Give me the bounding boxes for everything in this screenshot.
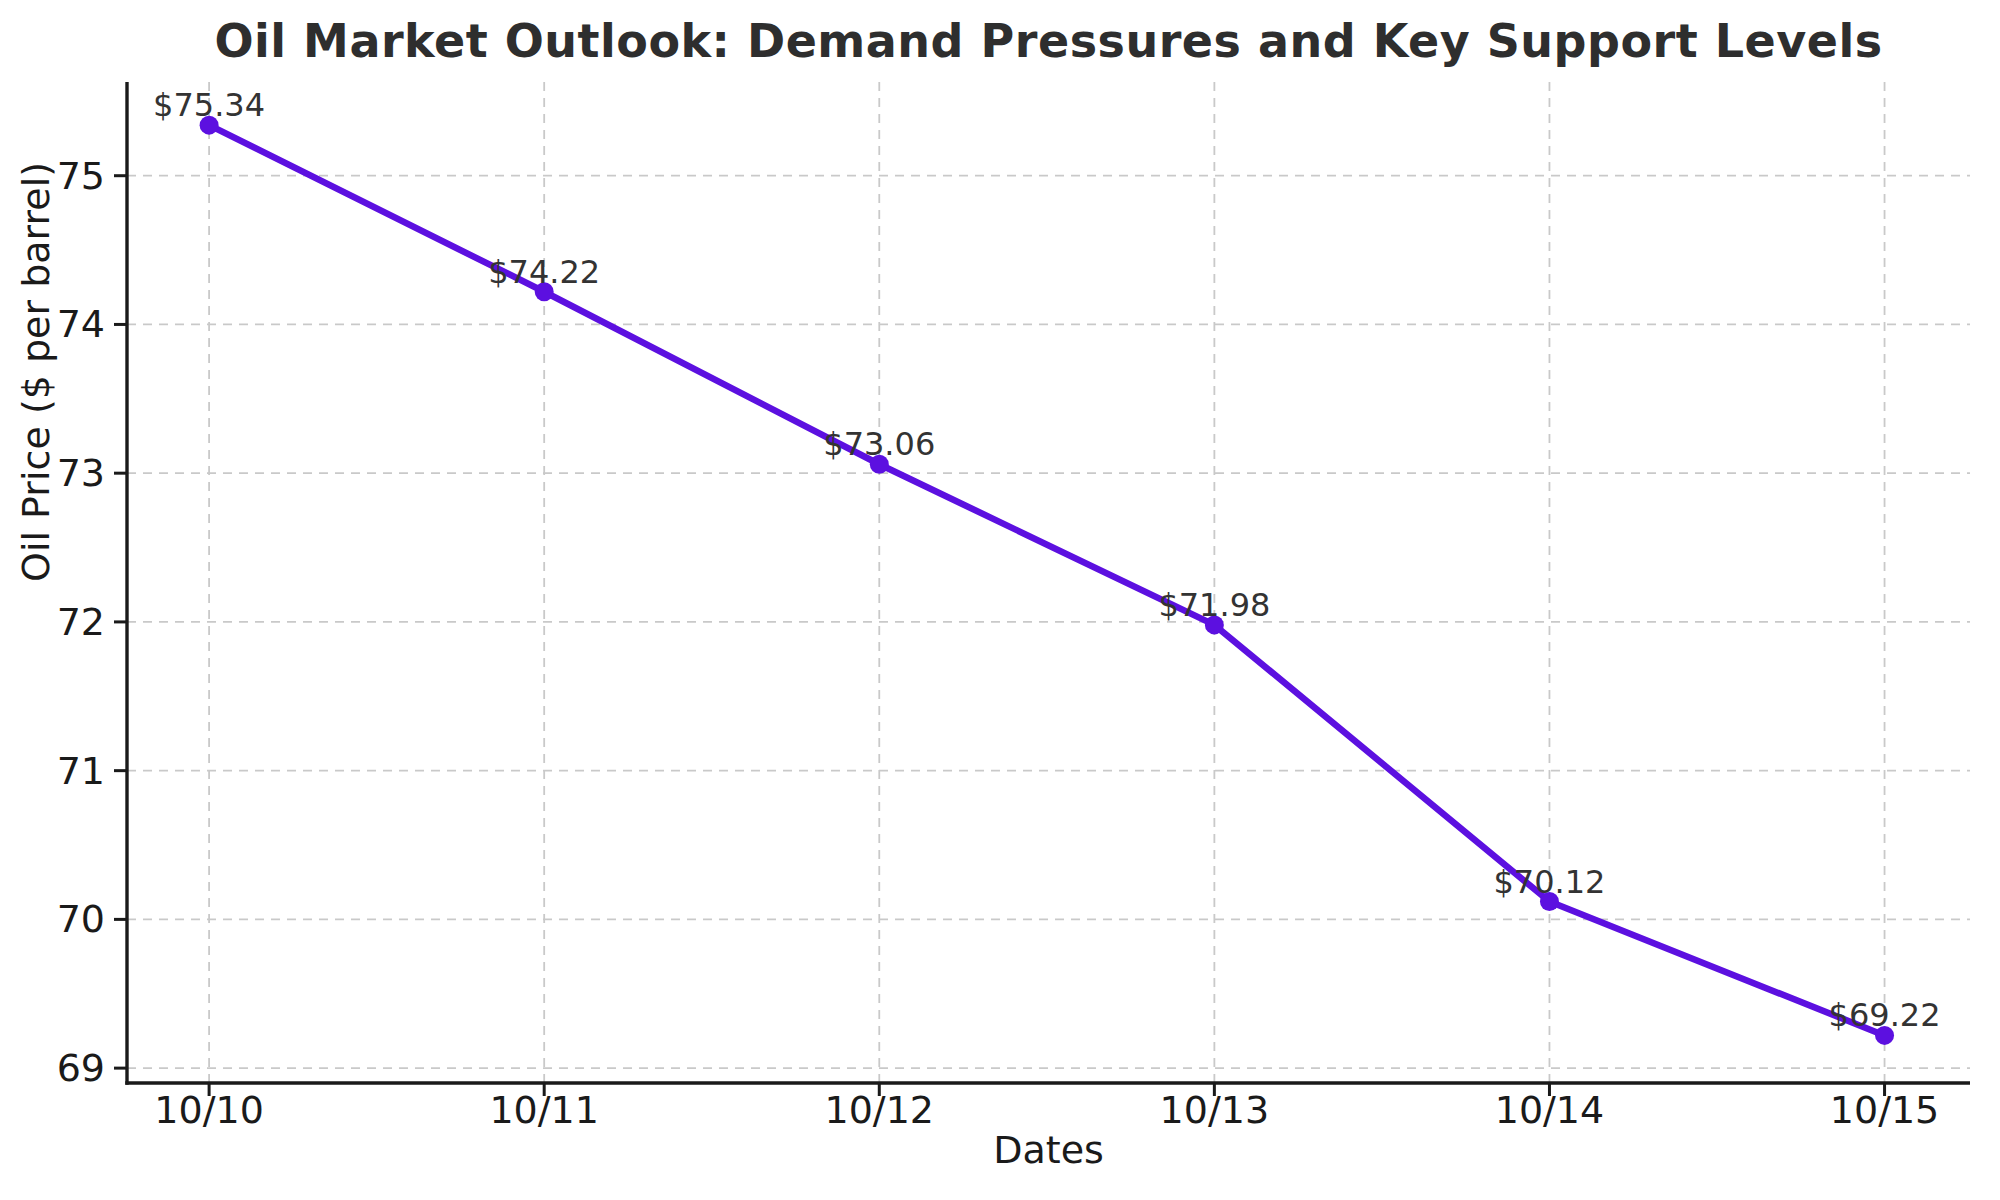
x-tick-label: 10/14 xyxy=(1495,1088,1605,1132)
y-tick-label: 71 xyxy=(57,749,105,793)
price-line xyxy=(209,125,1884,1035)
x-tick-label: 10/13 xyxy=(1160,1088,1270,1132)
data-point-label: $73.06 xyxy=(823,425,935,463)
y-tick-label: 75 xyxy=(57,154,105,198)
x-tick-label: 10/11 xyxy=(489,1088,599,1132)
x-tick-label: 10/10 xyxy=(154,1088,264,1132)
data-point-label: $69.22 xyxy=(1829,996,1941,1034)
x-tick-label: 10/12 xyxy=(825,1088,935,1132)
plot-area: 69 70 71 72 73 74 75 10/10 10/11 10/12 10/13 10/14 1… xyxy=(0,0,2000,1200)
data-point-label: $71.98 xyxy=(1158,586,1270,624)
y-tick-label: 74 xyxy=(57,302,105,346)
data-point-label: $74.22 xyxy=(488,253,600,291)
y-tick-label: 70 xyxy=(57,897,105,941)
y-tick-label: 72 xyxy=(57,600,105,644)
y-tick-label: 73 xyxy=(57,451,105,495)
data-point-label: $70.12 xyxy=(1493,863,1605,901)
data-point-label: $75.34 xyxy=(153,86,265,124)
chart-figure: Oil Market Outlook: Demand Pressures and… xyxy=(0,0,2000,1200)
x-tick-label: 10/15 xyxy=(1830,1088,1940,1132)
y-tick-label: 69 xyxy=(57,1046,105,1090)
